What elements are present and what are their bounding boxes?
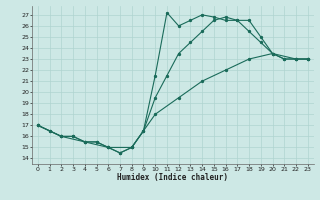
X-axis label: Humidex (Indice chaleur): Humidex (Indice chaleur) [117, 173, 228, 182]
